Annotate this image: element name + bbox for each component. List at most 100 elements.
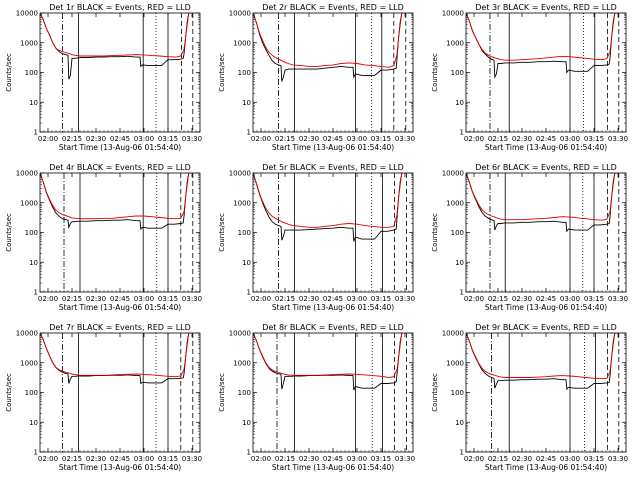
x-tick-label: 03:00 xyxy=(347,135,367,143)
panel-6: Det 6r BLACK = Events, RED = LLD 1 10 100 10… xyxy=(431,163,628,312)
events-series-line xyxy=(253,13,407,82)
y-axis-label: Counts/sec xyxy=(5,373,13,412)
y-tick-label: 10 xyxy=(242,419,251,427)
panel-title: Det 2r BLACK = Events, RED = LLD xyxy=(262,3,404,12)
x-tick-label: 03:00 xyxy=(134,295,154,303)
x-tick-label: 03:30 xyxy=(395,295,415,303)
y-tick-label: 1 xyxy=(247,449,251,457)
y-tick-label: 1000 xyxy=(446,359,464,367)
y-tick-label: 100 xyxy=(238,389,251,397)
y-axis-label: Counts/sec xyxy=(218,373,226,412)
x-axis-label: Start Time (13-Aug-06 01:54:40) xyxy=(485,463,607,472)
x-tick-label: 02:15 xyxy=(62,455,82,463)
y-tick-label: 1 xyxy=(460,289,464,297)
y-tick-label: 10 xyxy=(29,419,38,427)
plot-frame xyxy=(39,332,201,453)
lld-series-line xyxy=(466,173,620,221)
y-tick-label: 10000 xyxy=(442,10,464,18)
y-tick-label: 10000 xyxy=(16,10,38,18)
y-tick-label: 1000 xyxy=(20,359,38,367)
y-tick-label: 10000 xyxy=(229,170,251,178)
events-series-line xyxy=(40,13,194,80)
plot-frame xyxy=(252,12,414,133)
events-series-line xyxy=(40,173,194,231)
x-axis-label: Start Time (13-Aug-06 01:54:40) xyxy=(59,143,181,152)
y-tick-label: 1000 xyxy=(20,199,38,207)
x-tick-label: 02:45 xyxy=(536,455,556,463)
lld-series-line xyxy=(253,173,407,228)
y-tick-label: 1 xyxy=(460,129,464,137)
x-tick-label: 02:30 xyxy=(512,135,532,143)
x-axis-label: Start Time (13-Aug-06 01:54:40) xyxy=(272,143,394,152)
x-tick-label: 03:00 xyxy=(560,455,580,463)
x-tick-label: 03:00 xyxy=(134,455,154,463)
panel-title: Det 3r BLACK = Events, RED = LLD xyxy=(475,3,617,12)
events-series-line xyxy=(466,173,620,233)
lld-series-line xyxy=(40,173,194,220)
x-tick-label: 02:45 xyxy=(536,135,556,143)
panel-title: Det 6r BLACK = Events, RED = LLD xyxy=(475,163,617,172)
x-tick-label: 03:15 xyxy=(158,135,178,143)
x-axis-label: Start Time (13-Aug-06 01:54:40) xyxy=(485,143,607,152)
x-tick-label: 03:30 xyxy=(182,135,202,143)
y-tick-label: 1000 xyxy=(233,359,251,367)
y-axis-label: Counts/sec xyxy=(431,53,439,92)
panel-2: Det 2r BLACK = Events, RED = LLD 1 10 100 10… xyxy=(218,3,415,152)
events-series-line xyxy=(40,333,194,385)
y-tick-label: 10 xyxy=(455,259,464,267)
y-tick-label: 1000 xyxy=(233,199,251,207)
plot-frame xyxy=(465,332,627,453)
y-tick-label: 10000 xyxy=(229,330,251,338)
plot-frame xyxy=(39,12,201,133)
x-tick-label: 02:15 xyxy=(488,455,508,463)
events-series-line xyxy=(253,173,407,242)
y-tick-label: 100 xyxy=(25,229,38,237)
y-tick-label: 10000 xyxy=(16,170,38,178)
x-tick-label: 03:15 xyxy=(371,455,391,463)
y-tick-label: 100 xyxy=(25,69,38,77)
y-tick-label: 1 xyxy=(34,449,38,457)
x-tick-label: 02:45 xyxy=(323,455,343,463)
y-tick-label: 10000 xyxy=(442,170,464,178)
x-tick-label: 03:00 xyxy=(134,135,154,143)
y-axis-label: Counts/sec xyxy=(431,373,439,412)
y-tick-label: 1 xyxy=(34,129,38,137)
events-series-line xyxy=(466,333,620,391)
x-tick-label: 03:15 xyxy=(158,455,178,463)
y-tick-label: 10000 xyxy=(442,330,464,338)
y-tick-label: 10000 xyxy=(229,10,251,18)
x-tick-label: 02:00 xyxy=(38,455,58,463)
x-tick-label: 03:15 xyxy=(371,295,391,303)
y-tick-label: 10 xyxy=(29,259,38,267)
x-tick-label: 03:15 xyxy=(371,135,391,143)
x-tick-label: 02:30 xyxy=(299,455,319,463)
y-tick-label: 1000 xyxy=(446,199,464,207)
x-tick-label: 02:15 xyxy=(488,295,508,303)
lld-series-line xyxy=(253,333,407,378)
x-tick-label: 02:00 xyxy=(464,295,484,303)
y-tick-label: 10000 xyxy=(16,330,38,338)
x-tick-label: 02:15 xyxy=(275,135,295,143)
x-tick-label: 02:15 xyxy=(62,135,82,143)
panel-1: Det 1r BLACK = Events, RED = LLD 1 10 100 10… xyxy=(5,3,202,152)
x-tick-label: 03:15 xyxy=(584,455,604,463)
x-tick-label: 02:15 xyxy=(275,455,295,463)
plot-frame xyxy=(252,172,414,293)
lld-series-line xyxy=(40,333,194,378)
x-tick-label: 03:30 xyxy=(182,455,202,463)
lld-series-line xyxy=(466,333,620,380)
panel-title: Det 4r BLACK = Events, RED = LLD xyxy=(49,163,191,172)
x-tick-label: 03:30 xyxy=(608,455,628,463)
y-axis-label: Counts/sec xyxy=(218,53,226,92)
lld-series-line xyxy=(466,13,620,61)
y-tick-label: 100 xyxy=(451,69,464,77)
y-axis-label: Counts/sec xyxy=(5,213,13,252)
x-tick-label: 02:30 xyxy=(512,295,532,303)
y-tick-label: 100 xyxy=(238,229,251,237)
panel-7: Det 7r BLACK = Events, RED = LLD 1 10 100 10… xyxy=(5,323,202,472)
panel-title: Det 8r BLACK = Events, RED = LLD xyxy=(262,323,404,332)
x-tick-label: 03:30 xyxy=(182,295,202,303)
x-axis-label: Start Time (13-Aug-06 01:54:40) xyxy=(59,463,181,472)
x-tick-label: 02:45 xyxy=(110,135,130,143)
